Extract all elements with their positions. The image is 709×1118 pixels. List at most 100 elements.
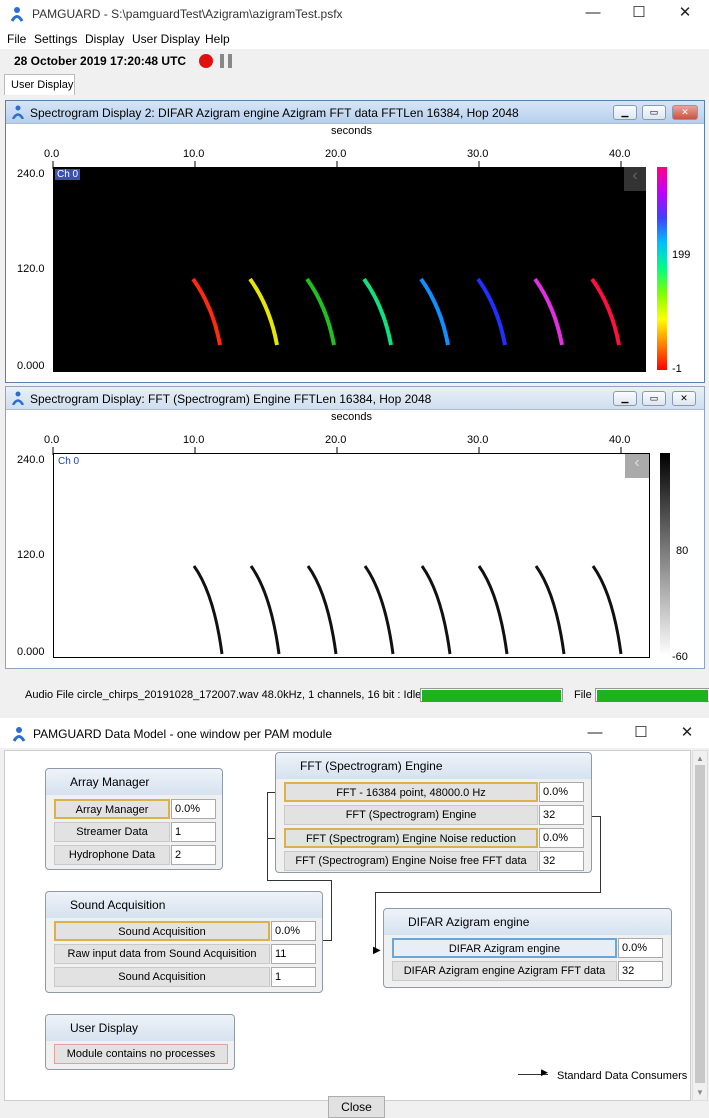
user-display-module[interactable]: User Display Module contains no processe… xyxy=(45,1014,235,1070)
data-block-streamer[interactable]: Streamer Data xyxy=(54,822,170,842)
pause-icon-bar xyxy=(228,54,232,68)
spectrogram-panel-2: Spectrogram Display: FFT (Spectrogram) E… xyxy=(5,386,705,669)
chevron-left-icon[interactable]: ‹ xyxy=(624,167,646,191)
record-icon[interactable] xyxy=(199,54,213,68)
x-tick: 30.0 xyxy=(467,434,489,446)
menu-display[interactable]: Display xyxy=(85,32,125,46)
data-block-hydrophone[interactable]: Hydrophone Data xyxy=(54,845,170,865)
process-fft[interactable]: FFT - 16384 point, 48000.0 Hz xyxy=(284,782,538,802)
pamguard-logo-icon xyxy=(10,7,24,22)
spectrogram-1-title: Spectrogram Display 2: DIFAR Azigram eng… xyxy=(30,106,519,120)
connector-line xyxy=(600,816,601,892)
datamodel-titlebar: PAMGUARD Data Model - one window per PAM… xyxy=(0,718,709,748)
arrow-right-icon: ▶ xyxy=(541,1067,548,1077)
close-button[interactable]: ✕ xyxy=(680,724,694,741)
y-tick: 0.000 xyxy=(17,360,45,372)
difar-module[interactable]: DIFAR Azigram engine DIFAR Azigram engin… xyxy=(383,908,672,988)
maximize-button[interactable]: ☐ xyxy=(632,4,646,21)
minimize-button[interactable]: — xyxy=(585,4,601,21)
restore-icon[interactable]: ▭ xyxy=(642,391,666,406)
fft-engine-header: FFT (Spectrogram) Engine xyxy=(276,753,591,779)
difar-header: DIFAR Azigram engine xyxy=(384,909,671,935)
minimize-icon[interactable]: ▁ xyxy=(613,391,637,406)
user-display-header: User Display xyxy=(46,1015,234,1041)
no-processes-message: Module contains no processes xyxy=(54,1044,228,1064)
legend-label: Standard Data Consumers xyxy=(557,1070,688,1082)
process-value: 0.0% xyxy=(171,799,216,819)
close-button[interactable]: ✕ xyxy=(678,4,692,21)
spectrogram-plot[interactable]: Ch 0 ‹ xyxy=(53,453,650,658)
status-bar: 28 October 2019 17:20:48 UTC xyxy=(0,49,709,73)
azigram-plot[interactable]: Ch 0 ‹ xyxy=(53,167,646,372)
data-block-noise-free[interactable]: FFT (Spectrogram) Engine Noise free FFT … xyxy=(284,851,538,871)
pamguard-logo-icon xyxy=(12,727,26,742)
channel-label: Ch 0 xyxy=(58,456,80,467)
array-manager-header: Array Manager xyxy=(46,769,222,795)
array-manager-title: Array Manager xyxy=(70,775,150,789)
minimize-button[interactable]: — xyxy=(587,724,603,741)
process-noise-reduction[interactable]: FFT (Spectrogram) Engine Noise reduction xyxy=(284,828,538,848)
x-tick: 20.0 xyxy=(325,434,347,446)
x-tick: 10.0 xyxy=(183,434,205,446)
connector-line xyxy=(375,892,601,893)
audio-status-text: Audio File circle_chirps_20191028_172007… xyxy=(25,689,422,701)
audio-status-bar: Audio File circle_chirps_20191028_172007… xyxy=(0,676,709,714)
process-value: 0.0% xyxy=(618,938,663,958)
data-block-count: 1 xyxy=(271,967,316,987)
close-dialog-button[interactable]: Close xyxy=(328,1096,385,1118)
menu-file[interactable]: File xyxy=(7,32,27,46)
process-array-manager[interactable]: Array Manager xyxy=(54,799,170,819)
data-block-count: 1 xyxy=(171,822,216,842)
data-block-azigram[interactable]: DIFAR Azigram engine Azigram FFT data xyxy=(392,961,617,981)
vertical-scrollbar[interactable]: ▲ ▼ xyxy=(692,750,708,1101)
pause-icon[interactable] xyxy=(220,54,224,68)
chevron-left-icon[interactable]: ‹ xyxy=(625,454,649,478)
data-block-sound-acquisition[interactable]: Sound Acquisition xyxy=(54,967,270,987)
minimize-icon[interactable]: ▁ xyxy=(613,105,637,120)
colorbar-tick: 80 xyxy=(676,545,689,557)
connector-line xyxy=(322,940,332,941)
spectrogram-2-titlebar: Spectrogram Display: FFT (Spectrogram) E… xyxy=(6,387,704,410)
data-block-count: 32 xyxy=(539,805,584,825)
process-value: 0.0% xyxy=(539,782,584,802)
fft-engine-module[interactable]: FFT (Spectrogram) Engine FFT - 16384 poi… xyxy=(275,752,592,873)
tab-user-display[interactable]: User Display xyxy=(4,74,75,95)
data-block-fft[interactable]: FFT (Spectrogram) Engine xyxy=(284,805,538,825)
spectrogram-1-titlebar: Spectrogram Display 2: DIFAR Azigram eng… xyxy=(6,101,704,124)
x-tick: 0.0 xyxy=(44,148,60,160)
datamodel-title: PAMGUARD Data Model - one window per PAM… xyxy=(33,727,333,741)
sound-acquisition-module[interactable]: Sound Acquisition Sound Acquisition 0.0%… xyxy=(45,891,323,993)
x-tick: 0.0 xyxy=(44,434,60,446)
colorbar xyxy=(657,167,667,370)
close-icon[interactable]: ✕ xyxy=(672,105,698,120)
data-block-raw-input[interactable]: Raw input data from Sound Acquisition xyxy=(54,944,270,964)
scroll-thumb[interactable] xyxy=(695,765,705,1083)
y-tick: 120.0 xyxy=(17,549,45,561)
scroll-down-icon[interactable]: ▼ xyxy=(696,1088,704,1097)
y-tick: 240.0 xyxy=(17,168,45,180)
process-value: 0.0% xyxy=(539,828,584,848)
process-sound-acquisition[interactable]: Sound Acquisition xyxy=(54,921,270,941)
app-titlebar: PAMGUARD - S:\pamguardTest\Azigram\azigr… xyxy=(0,0,709,29)
scroll-up-icon[interactable]: ▲ xyxy=(696,754,704,763)
maximize-button[interactable]: ☐ xyxy=(634,724,648,741)
spectrogram-panel-1: Spectrogram Display 2: DIFAR Azigram eng… xyxy=(5,100,705,383)
x-tick: 30.0 xyxy=(467,148,489,160)
file-progress-bar xyxy=(595,688,709,702)
close-icon[interactable]: ✕ xyxy=(672,391,696,406)
data-block-count: 2 xyxy=(171,845,216,865)
menu-help[interactable]: Help xyxy=(205,32,230,46)
menu-user-display[interactable]: User Display xyxy=(132,32,201,46)
audio-progress-bar xyxy=(420,688,563,702)
colorbar-tick: -1 xyxy=(672,363,682,375)
connector-line xyxy=(267,880,331,881)
menu-settings[interactable]: Settings xyxy=(34,32,78,46)
array-manager-module[interactable]: Array Manager Array Manager 0.0% Streame… xyxy=(45,768,223,870)
y-tick: 0.000 xyxy=(17,646,45,658)
x-axis-label: seconds xyxy=(331,411,372,423)
restore-icon[interactable]: ▭ xyxy=(642,105,666,120)
channel-label: Ch 0 xyxy=(55,169,81,180)
connector-line xyxy=(331,880,332,940)
process-difar[interactable]: DIFAR Azigram engine xyxy=(392,938,617,958)
datetime-label: 28 October 2019 17:20:48 UTC xyxy=(14,54,187,68)
